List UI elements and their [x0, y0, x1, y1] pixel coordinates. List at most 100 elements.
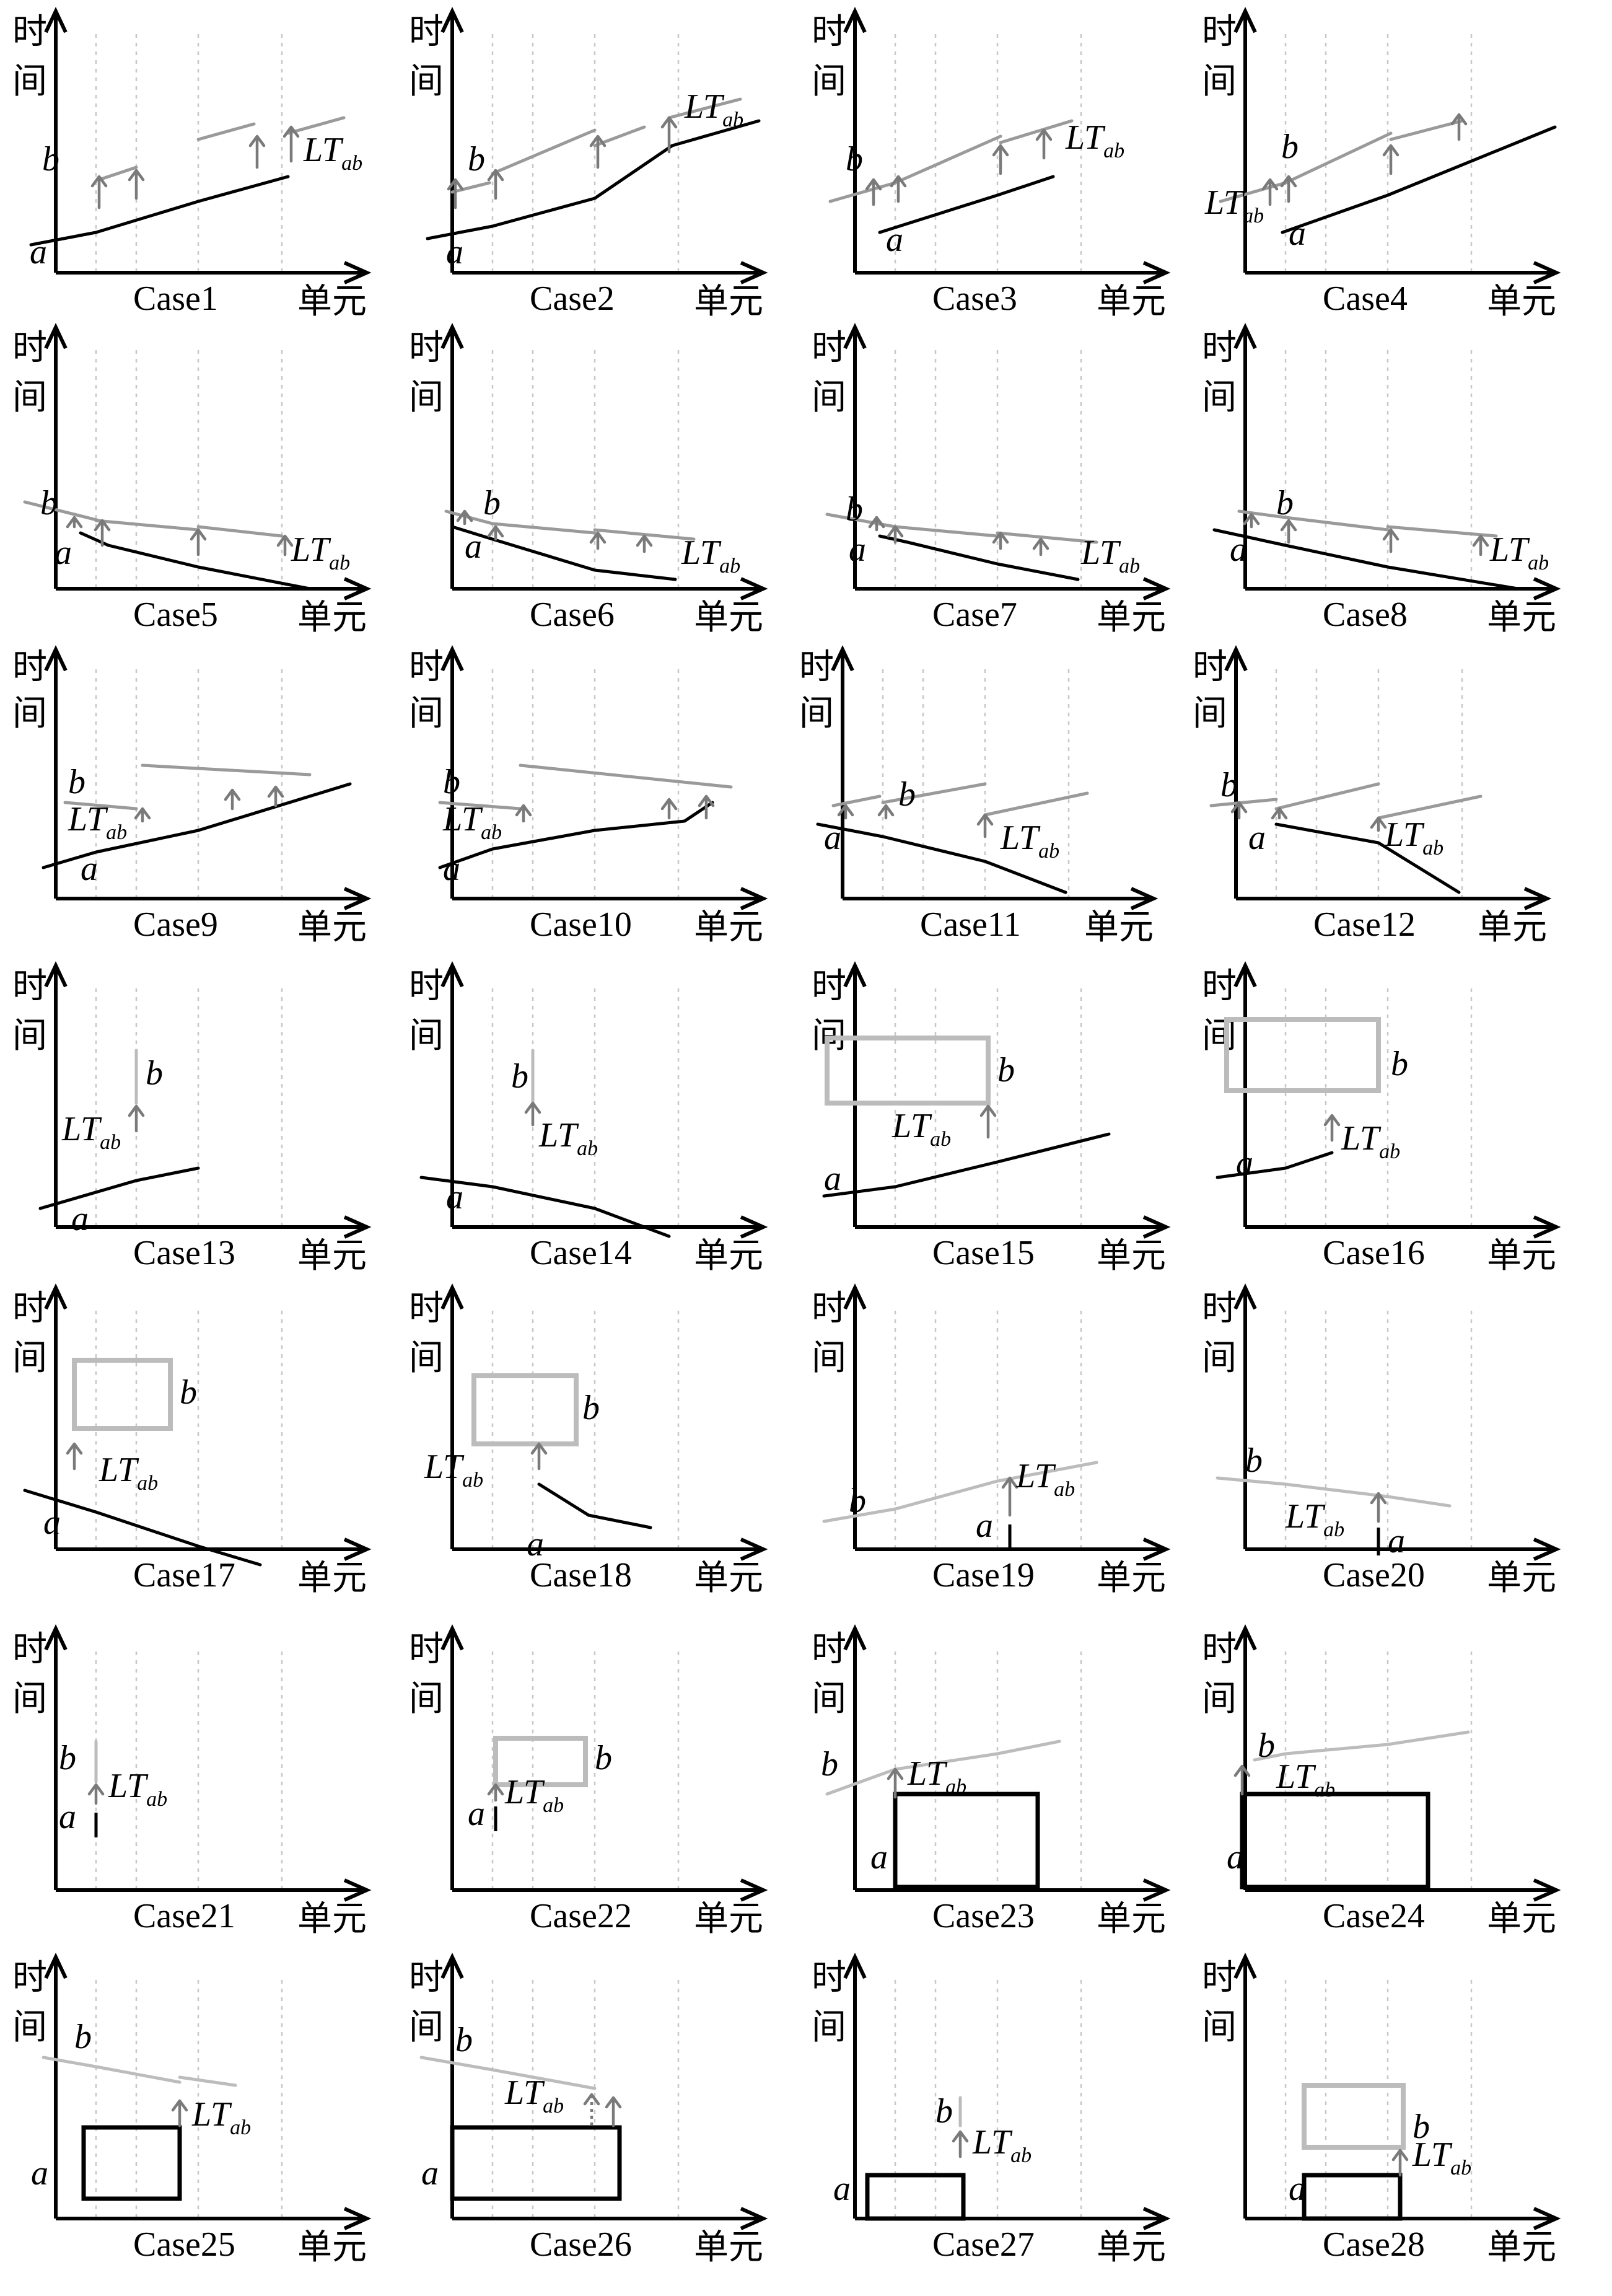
x-axis-label: 单元 — [297, 1899, 367, 1939]
up-arrow-icon — [887, 1767, 904, 1780]
lead-time-label: LTab — [681, 534, 740, 578]
process-b-label: b — [849, 1482, 866, 1520]
process-b-line — [1284, 516, 1390, 532]
x-axis-label: 单元 — [694, 597, 763, 638]
process-a-label: a — [870, 1838, 888, 1876]
lead-time-label: LTab — [1412, 2135, 1471, 2179]
process-b-line — [491, 128, 597, 175]
case-caption: Case28 — [1323, 2225, 1425, 2264]
lead-time-subscript: ab — [1314, 1779, 1335, 1801]
y-axis-label-top: 时 — [12, 328, 47, 368]
process-a-block — [450, 2125, 622, 2201]
process-a-block — [865, 2173, 966, 2221]
x-axis-label: 单元 — [297, 597, 367, 638]
up-arrow-icon — [1382, 528, 1400, 541]
lead-time-label: LTab — [108, 1767, 167, 1811]
process-a-label: a — [527, 1525, 544, 1564]
up-arrow-icon — [992, 144, 1009, 157]
up-arrow-icon — [224, 788, 241, 801]
y-axis-arrow-icon — [1233, 1952, 1257, 1979]
process-b-label: b — [40, 484, 58, 522]
process-b-range — [1224, 1017, 1381, 1093]
process-b-line — [1237, 509, 1287, 519]
up-arrow-icon — [877, 804, 895, 817]
process-b-line — [196, 525, 284, 538]
y-axis-label-top: 时 — [812, 1958, 846, 1998]
process-b-line — [94, 519, 200, 532]
y-axis-label-top: 时 — [409, 328, 444, 368]
up-arrow-icon — [530, 1442, 548, 1455]
lead-time-subscript: ab — [230, 2116, 251, 2139]
lead-time-label: LTab — [61, 1110, 121, 1154]
y-axis-arrow-icon — [1233, 6, 1257, 33]
y-axis-label-bottom: 间 — [409, 61, 444, 102]
up-arrow-icon — [1001, 1476, 1018, 1489]
process-b-line — [42, 2056, 182, 2084]
y-axis-label-top: 时 — [1193, 647, 1227, 687]
case-caption: Case12 — [1313, 905, 1416, 944]
case-caption: Case22 — [530, 1897, 632, 1935]
case-caption: Case24 — [1323, 1897, 1425, 1935]
case-caption: Case6 — [530, 596, 615, 634]
process-a-line — [450, 525, 677, 581]
case-caption: Case18 — [530, 1556, 632, 1594]
process-b-label: b — [821, 1745, 838, 1784]
process-b-label: b — [1276, 484, 1294, 522]
lead-time-subscript: ab — [1119, 555, 1140, 578]
lead-time-label: LTab — [1285, 1497, 1344, 1541]
lead-time-label: LTab — [424, 1448, 483, 1492]
y-axis-label-top: 时 — [12, 647, 47, 687]
process-b-line — [1377, 794, 1483, 820]
up-arrow-icon — [1230, 801, 1248, 814]
process-a-label: a — [43, 1503, 61, 1542]
y-axis-arrow-icon — [44, 6, 68, 33]
y-axis-arrow-icon — [843, 6, 867, 33]
x-axis-arrow-icon — [1533, 1215, 1561, 1239]
x-axis-arrow-icon — [343, 577, 372, 600]
y-axis-label-bottom: 间 — [1193, 693, 1227, 734]
y-axis-label-top: 时 — [12, 1958, 47, 1998]
x-axis-arrow-icon — [1523, 887, 1552, 910]
case-caption: Case1 — [133, 279, 218, 318]
up-arrow-icon — [487, 1783, 504, 1796]
case-caption: Case13 — [133, 1234, 235, 1272]
process-a-label: a — [81, 850, 98, 888]
x-axis-label: 单元 — [694, 1236, 763, 1276]
x-axis-arrow-icon — [740, 577, 768, 600]
x-axis-label: 单元 — [694, 1558, 763, 1598]
up-arrow-icon — [837, 804, 854, 817]
process-b-line — [825, 1740, 1061, 1796]
y-axis-label-bottom: 间 — [1202, 61, 1237, 102]
case-caption: Case20 — [1323, 1556, 1425, 1594]
y-axis-label-bottom: 间 — [409, 1679, 444, 1719]
up-arrow-icon — [1472, 534, 1489, 547]
up-arrow-icon — [698, 794, 715, 807]
lead-time-subscript: ab — [1054, 1478, 1075, 1501]
process-b-label: b — [1391, 1045, 1408, 1083]
y-axis-label-bottom: 间 — [1202, 1679, 1237, 1719]
lead-time-label: LTab — [1384, 816, 1443, 860]
y-axis-label-bottom: 间 — [409, 1016, 444, 1056]
y-axis-label-bottom: 间 — [1202, 377, 1237, 418]
lead-time-label: LTab — [684, 87, 743, 131]
y-axis-label-bottom: 间 — [409, 1338, 444, 1378]
process-b-line — [1209, 798, 1278, 807]
up-arrow-icon — [87, 1783, 105, 1796]
lead-time-subscript: ab — [1422, 837, 1443, 860]
y-axis-arrow-icon — [1224, 644, 1248, 672]
process-a-label: a — [849, 530, 866, 569]
process-a-label: a — [421, 2154, 439, 2193]
lead-time-label: LTab — [1080, 534, 1140, 578]
y-axis-label-bottom: 间 — [12, 1679, 47, 1719]
